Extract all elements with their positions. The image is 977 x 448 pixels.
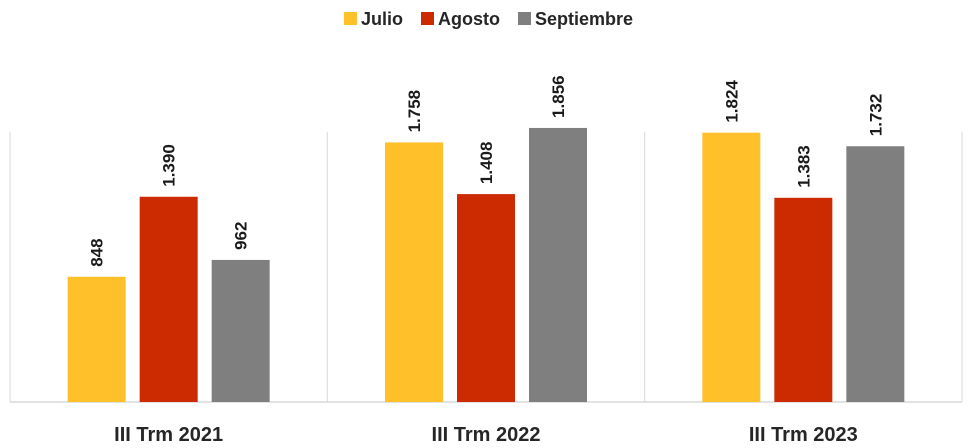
data-labels: 848 1.390 962 1.758 1.408 1.856 1.824 1.383 1.73… — [88, 75, 886, 266]
legend-swatch — [517, 12, 531, 25]
plot-area — [9, 127, 963, 403]
category-label-iii-trm-2022: III Trm 2022 — [432, 424, 541, 446]
category-labels: III Trm 2021 III Trm 2022 III Trm 2023 — [114, 424, 858, 446]
data-label-julio-iii-trm-2023: 1.824 — [722, 80, 741, 123]
data-label-septiembre-iii-trm-2022: 1.856 — [549, 75, 568, 118]
category-label-iii-trm-2023: III Trm 2023 — [749, 424, 858, 446]
legend-swatch — [343, 12, 357, 25]
legend-label: Agosto — [438, 9, 500, 29]
legend: Julio Agosto Septiembre — [343, 9, 633, 29]
bar-julio-iii-trm-2023 — [702, 132, 761, 402]
bar-septiembre-iii-trm-2022 — [529, 127, 587, 402]
bar-julio-iii-trm-2021 — [67, 276, 126, 402]
legend-label: Septiembre — [535, 9, 633, 29]
legend-item-septiembre: Septiembre — [517, 9, 633, 29]
legend-item-julio: Julio — [343, 9, 403, 29]
data-label-agosto-iii-trm-2021: 1.390 — [160, 144, 179, 187]
data-label-septiembre-iii-trm-2023: 1.732 — [866, 94, 885, 137]
data-label-agosto-iii-trm-2023: 1.383 — [794, 145, 813, 188]
category-label-iii-trm-2021: III Trm 2021 — [114, 424, 223, 446]
legend-item-agosto: Agosto — [420, 9, 500, 29]
legend-label: Julio — [361, 9, 403, 29]
data-label-agosto-iii-trm-2022: 1.408 — [477, 142, 496, 185]
bar-septiembre-iii-trm-2021 — [211, 259, 270, 402]
bar-septiembre-iii-trm-2023 — [846, 146, 905, 402]
bar-agosto-iii-trm-2021 — [139, 196, 198, 402]
data-label-julio-iii-trm-2022: 1.758 — [405, 90, 424, 133]
legend-swatch — [420, 12, 434, 25]
bar-agosto-iii-trm-2022 — [457, 194, 515, 402]
bar-julio-iii-trm-2022 — [385, 142, 443, 402]
bar-agosto-iii-trm-2023 — [774, 197, 833, 402]
data-label-julio-iii-trm-2021: 848 — [88, 238, 107, 266]
data-label-septiembre-iii-trm-2021: 962 — [232, 222, 251, 250]
